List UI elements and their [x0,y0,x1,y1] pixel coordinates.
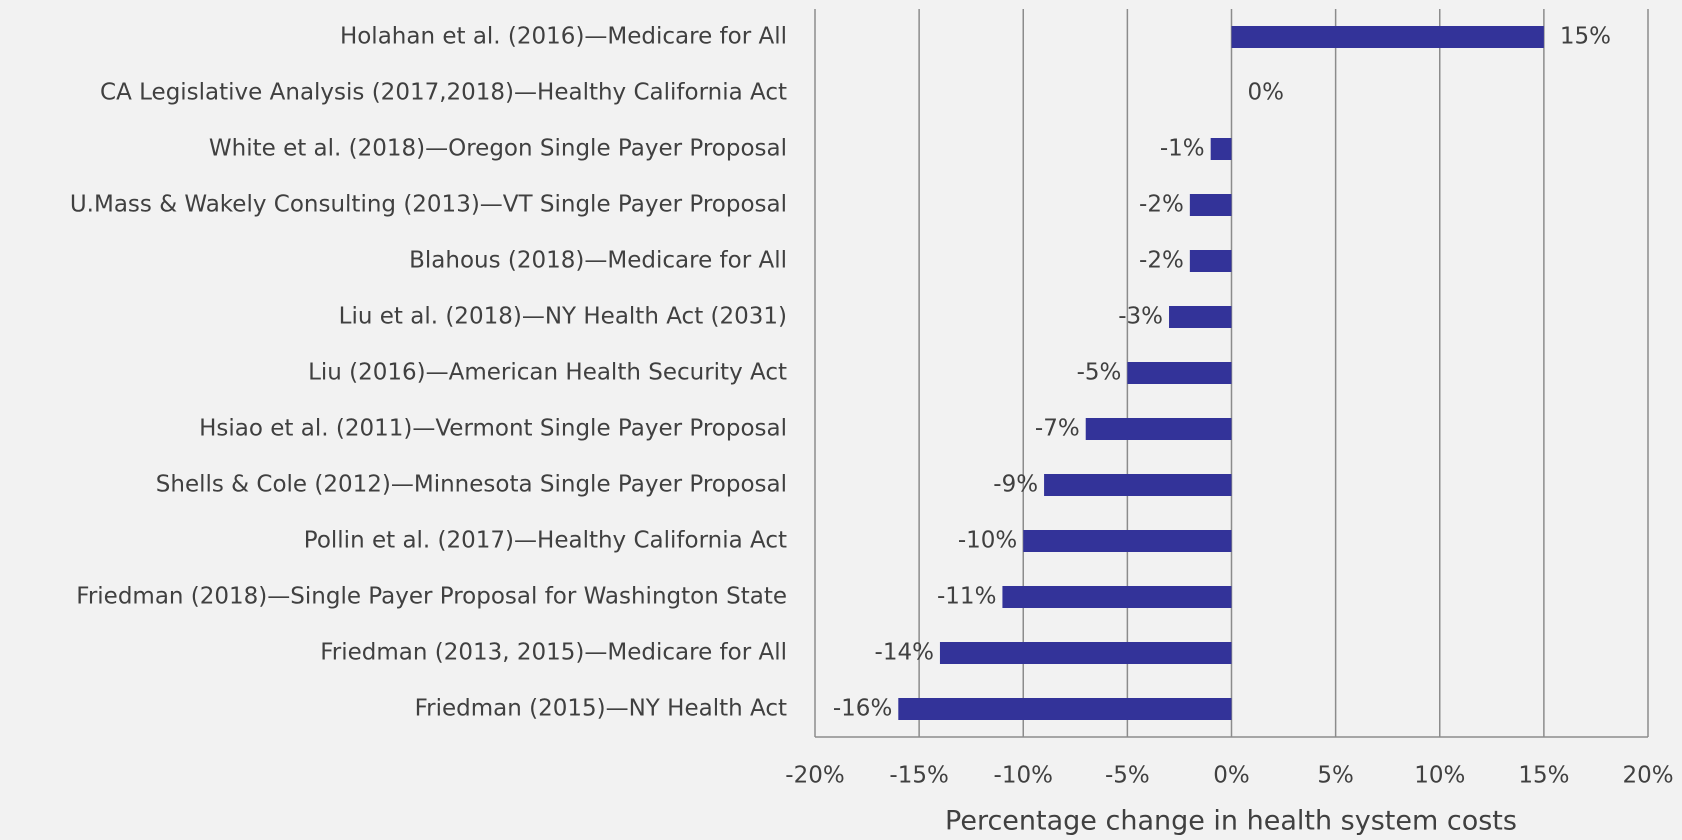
x-tick-label: -20% [785,763,844,789]
y-tick-label: Liu (2016)—American Health Security Act [308,360,787,386]
y-tick-label: Friedman (2015)—NY Health Act [415,696,787,722]
y-tick-label: Pollin et al. (2017)—Healthy California … [304,528,787,554]
x-tick-label: 20% [1622,763,1673,789]
value-label: -10% [958,528,1017,554]
y-tick-label: Shells & Cole (2012)—Minnesota Single Pa… [156,472,787,498]
bar [1044,474,1232,496]
bar [939,642,1232,664]
bar [1023,530,1232,552]
value-label: -5% [1077,360,1122,386]
y-tick-label: CA Legislative Analysis (2017,2018)—Heal… [100,80,787,106]
x-tick-label: 0% [1213,763,1250,789]
y-tick-label: Friedman (2013, 2015)—Medicare for All [320,640,787,666]
x-tick-label: -10% [994,763,1053,789]
y-tick-label: U.Mass & Wakely Consulting (2013)—VT Sin… [70,192,787,218]
y-tick-label: Liu et al. (2018)—NY Health Act (2031) [339,304,787,330]
bar [1210,138,1232,160]
value-label: -2% [1139,248,1184,274]
value-label: -16% [833,696,892,722]
bar [1127,362,1232,384]
value-label: -11% [937,584,996,610]
y-tick-label: White et al. (2018)—Oregon Single Payer … [209,136,787,162]
y-tick-label: Hsiao et al. (2011)—Vermont Single Payer… [199,416,787,442]
bar [1169,306,1232,328]
value-label: -2% [1139,192,1184,218]
x-axis-label: Percentage change in health system costs [945,806,1517,837]
value-label: 15% [1560,24,1611,50]
value-label: -9% [993,472,1038,498]
value-label: 0% [1248,80,1285,106]
x-tick-label: 5% [1317,763,1354,789]
x-tick-label: 10% [1414,763,1465,789]
bar [1189,194,1232,216]
bar [898,698,1232,720]
value-label: -7% [1035,416,1080,442]
x-tick-label: -5% [1105,763,1150,789]
y-tick-label: Blahous (2018)—Medicare for All [409,248,787,274]
x-tick-label: 15% [1518,763,1569,789]
bar [1085,418,1232,440]
bar [1231,26,1544,48]
x-tick-label: -15% [889,763,948,789]
y-tick-label: Holahan et al. (2016)—Medicare for All [340,24,787,50]
value-label: -1% [1160,136,1205,162]
value-label: -3% [1118,304,1163,330]
value-label: -14% [875,640,934,666]
bar [1189,250,1232,272]
y-tick-label: Friedman (2018)—Single Payer Proposal fo… [76,584,787,610]
bar [1002,586,1232,608]
